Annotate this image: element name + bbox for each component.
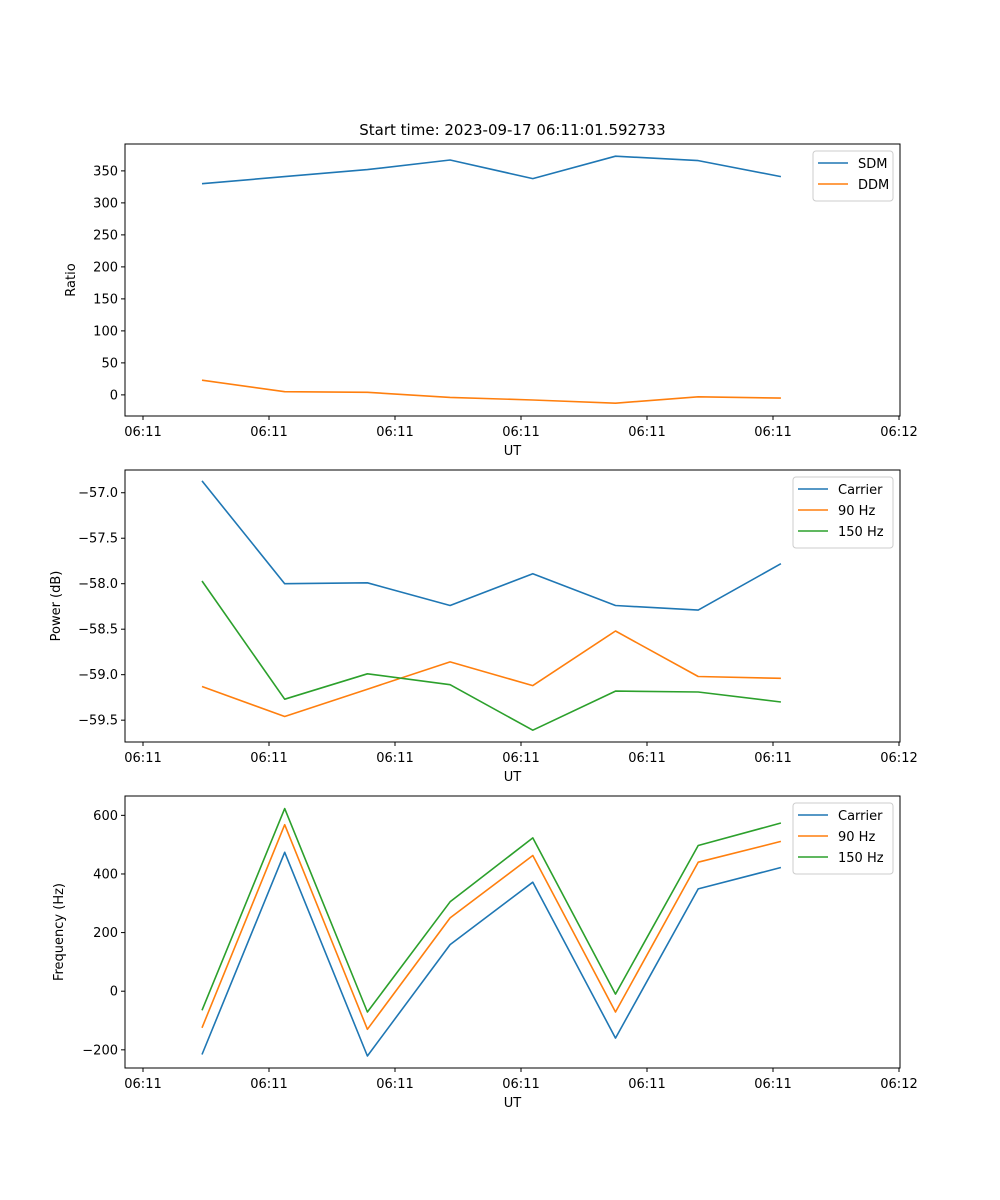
x-tick-label: 06:11 [124,1077,161,1092]
x-tick-label: 06:11 [250,1077,287,1092]
x-tick-label: 06:11 [754,1077,791,1092]
y-tick-label: 600 [93,809,118,824]
y-axis-label: Frequency (Hz) [52,883,67,981]
x-tick-label: 06:11 [502,425,539,440]
y-tick-label: 150 [93,292,118,307]
axes-frame [124,795,901,1069]
x-tick-label: 06:11 [124,751,161,766]
axes-frame [124,143,901,417]
x-tick-label: 06:11 [250,751,287,766]
x-tick-label: 06:12 [880,751,917,766]
series-line-sdm [201,155,782,185]
y-tick-label: −58.0 [78,577,118,592]
series-line-150-hz [201,580,781,732]
legend-entry: 150 Hz [838,851,884,866]
x-tick-label: 06:11 [628,1077,665,1092]
y-tick-label: 0 [110,388,118,403]
legend-entry: 90 Hz [838,504,875,519]
y-tick-label: 400 [93,867,118,882]
x-axis-label: UT [504,1096,522,1111]
y-tick-label: −200 [82,1043,118,1058]
x-axis-label: UT [504,444,522,459]
series-line-90-hz [201,823,782,1031]
x-tick-label: 06:11 [376,1077,413,1092]
legend: Carrier 90 Hz 150 Hz [792,802,894,875]
legend: Carrier 90 Hz 150 Hz [792,476,894,549]
y-tick-label: −59.0 [78,668,118,683]
x-tick-label: 06:11 [376,751,413,766]
subplot-1: Start time: 2023-09-17 06:11:01.592733 06… [64,121,918,459]
y-tick-label: 200 [93,926,118,941]
series-line-carrier [201,480,782,611]
y-tick-label: 250 [93,228,118,243]
y-axis-label: Ratio [64,263,79,296]
y-tick-label: 300 [93,196,118,211]
x-tick-label: 06:11 [754,425,791,440]
y-axis-label: Power (dB) [49,571,64,642]
x-tick-label: 06:11 [754,751,791,766]
series-line-carrier [201,851,782,1057]
legend-entry: SDM [858,157,887,172]
x-axis-label: UT [504,770,522,785]
x-tick-label: 06:11 [628,751,665,766]
y-tick-label: 350 [93,164,118,179]
y-tick-label: −59.5 [78,714,118,729]
legend-entry: 150 Hz [838,525,884,540]
x-tick-label: 06:12 [880,1077,917,1092]
x-tick-label: 06:11 [124,425,161,440]
subplot-3: 06:11 06:11 06:11 06:11 06:11 06:11 06:12 −200 0… [52,795,918,1111]
legend-entry: DDM [858,178,889,193]
y-tick-label: 0 [110,985,118,1000]
legend: SDM DDM [812,150,894,202]
y-tick-label: −57.5 [78,532,118,547]
y-tick-label: 50 [101,356,118,371]
x-tick-label: 06:12 [880,425,917,440]
y-tick-label: 200 [93,260,118,275]
legend-entry: 90 Hz [838,830,875,845]
series-line-150-hz [201,807,782,1013]
y-tick-label: 100 [93,324,118,339]
series-line-90-hz [201,630,781,718]
x-tick-label: 06:11 [628,425,665,440]
series-line-ddm [201,379,781,405]
x-tick-label: 06:11 [502,1077,539,1092]
y-tick-label: −58.5 [78,623,118,638]
y-tick-label: −57.0 [78,486,118,501]
legend-entry: Carrier [838,483,883,498]
x-tick-label: 06:11 [250,425,287,440]
axes-frame [124,469,901,743]
chart-title: Start time: 2023-09-17 06:11:01.592733 [359,121,665,139]
x-tick-label: 06:11 [502,751,539,766]
x-tick-label: 06:11 [376,425,413,440]
legend-entry: Carrier [838,809,883,824]
subplot-2: 06:11 06:11 06:11 06:11 06:11 06:11 06:12 −57.0… [49,469,918,785]
